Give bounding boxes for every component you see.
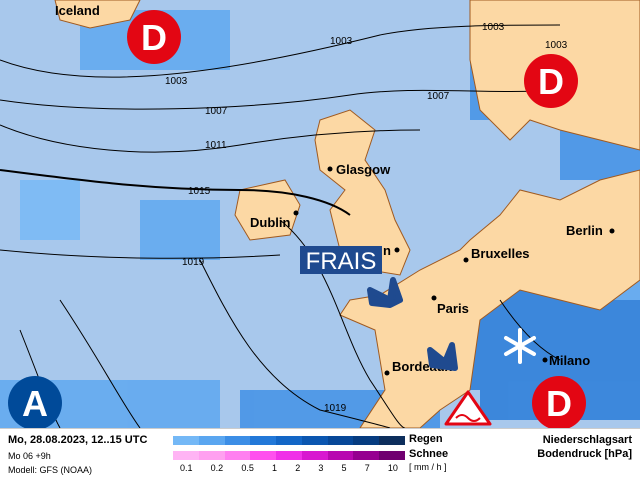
tick: 2 — [295, 463, 301, 473]
svg-text:D: D — [538, 61, 564, 102]
tick: 7 — [364, 463, 370, 473]
legend-title-pressure: Bodendruck [hPa] — [537, 448, 632, 460]
tick: 3 — [318, 463, 324, 473]
svg-text:1015: 1015 — [188, 186, 211, 197]
land — [54, 0, 640, 428]
svg-text:1007: 1007 — [205, 106, 228, 117]
color-swatch — [224, 451, 251, 460]
color-swatch — [250, 451, 277, 460]
color-swatch — [198, 451, 225, 460]
tick: 1 — [272, 463, 278, 473]
isobars — [0, 24, 561, 428]
arrow-down-right-icon — [367, 277, 403, 308]
svg-text:FRAIS: FRAIS — [306, 248, 377, 275]
city-label: Iceland — [55, 3, 100, 18]
svg-text:Berlin: Berlin — [566, 223, 603, 238]
warning-icon — [444, 390, 492, 426]
tick: 0.2 — [210, 463, 224, 473]
svg-text:Dublin: Dublin — [250, 215, 290, 230]
svg-text:D: D — [141, 17, 167, 58]
color-swatch — [173, 451, 199, 460]
color-swatch — [250, 436, 277, 445]
rain-label: Regen — [409, 433, 443, 445]
svg-text:Glasgow: Glasgow — [336, 162, 391, 177]
color-swatch — [379, 451, 406, 460]
color-swatch — [301, 451, 328, 460]
color-swatch — [301, 436, 328, 445]
color-swatch — [276, 436, 302, 445]
isobar-labels: 1003 1003 1007 1011 1015 1019 1003 1003 … — [165, 22, 568, 414]
color-swatch — [327, 436, 354, 445]
snow-label: Schnee — [409, 448, 449, 460]
color-swatch — [173, 436, 199, 445]
svg-text:1019: 1019 — [182, 257, 205, 268]
tick: 5 — [341, 463, 347, 473]
legend: Mo, 28.08.2023, 12..15 UTC Mo 06 +9h Mod… — [0, 428, 640, 479]
svg-text:1011: 1011 — [205, 140, 227, 151]
color-swatch — [327, 451, 354, 460]
color-swatch — [353, 436, 380, 445]
svg-text:n: n — [383, 243, 391, 258]
color-swatch — [353, 451, 380, 460]
color-swatch — [379, 436, 406, 445]
snowflake-icon — [504, 328, 536, 364]
svg-text:A: A — [22, 383, 48, 424]
forecast-date: Mo, 28.08.2023, 12..15 UTC — [8, 434, 148, 446]
svg-text:1003: 1003 — [482, 22, 505, 33]
tick: 0.5 — [241, 463, 254, 473]
unit-label: [ mm / h ] — [409, 462, 447, 472]
svg-text:1003: 1003 — [545, 40, 568, 51]
high-pressure-center: A — [8, 376, 62, 428]
snow-color-scale — [173, 451, 406, 460]
svg-text:Paris: Paris — [437, 301, 469, 316]
svg-text:D: D — [546, 383, 572, 424]
arrow-down-right-icon — [427, 342, 458, 371]
color-swatch — [224, 436, 251, 445]
svg-text:1003: 1003 — [330, 36, 353, 47]
legend-title-precip-type: Niederschlagsart — [542, 434, 632, 446]
low-pressure-center: D — [524, 54, 578, 108]
svg-text:1003: 1003 — [165, 76, 188, 87]
tick: 0.1 — [180, 463, 193, 473]
low-pressure-center: D — [532, 376, 586, 428]
weather-map: 1003 1003 1007 1011 1015 1019 1003 1003 … — [0, 0, 640, 428]
svg-text:Bruxelles: Bruxelles — [471, 246, 530, 261]
svg-text:1019: 1019 — [324, 403, 347, 414]
svg-text:Milano: Milano — [549, 353, 590, 368]
model-name: Modell: GFS (NOAA) — [8, 465, 93, 475]
model-run: Mo 06 +9h — [8, 451, 51, 461]
frais-annotation: FRAIS — [300, 246, 382, 275]
svg-text:1007: 1007 — [427, 91, 450, 102]
scale-ticks: 0.1 0.2 0.5 1 2 3 5 7 10 — [180, 463, 398, 473]
low-pressure-center: D — [127, 10, 181, 64]
tick: 10 — [387, 463, 398, 473]
cities: Iceland Glasgow Dublin n Bruxelles Berli… — [55, 3, 615, 376]
color-swatch — [276, 451, 302, 460]
rain-color-scale — [173, 436, 406, 445]
color-swatch — [198, 436, 225, 445]
